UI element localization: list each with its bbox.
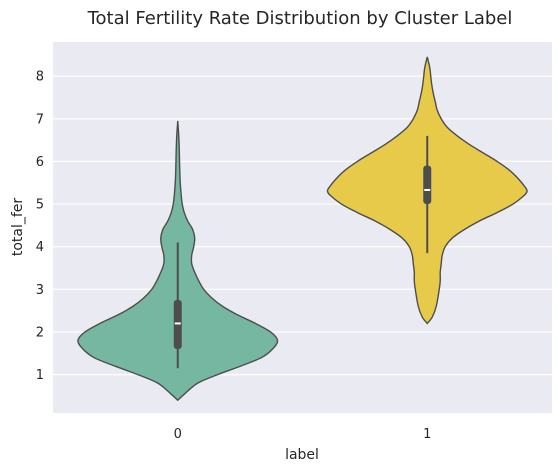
y-tick-label: 3: [36, 283, 44, 298]
y-tick-label: 6: [36, 155, 44, 170]
y-tick-label: 4: [36, 240, 44, 255]
iqr-box-1: [423, 165, 432, 205]
x-tick-label: 0: [174, 427, 182, 442]
violins: [77, 56, 528, 402]
y-tick-label: 8: [36, 70, 44, 85]
x-tick-label: 1: [423, 427, 431, 442]
y-tick-label: 5: [36, 198, 44, 213]
iqr-box-0: [173, 299, 182, 350]
y-tick-label: 2: [36, 325, 44, 340]
y-tick-label: 1: [36, 368, 44, 383]
y-tick-labels: 1 2 3 4 5 6 7 8: [36, 70, 44, 384]
x-axis-label: label: [285, 447, 319, 463]
chart-title: Total Fertility Rate Distribution by Clu…: [87, 8, 513, 29]
y-axis-label: total_fer: [10, 198, 26, 257]
y-tick-label: 7: [36, 112, 44, 127]
